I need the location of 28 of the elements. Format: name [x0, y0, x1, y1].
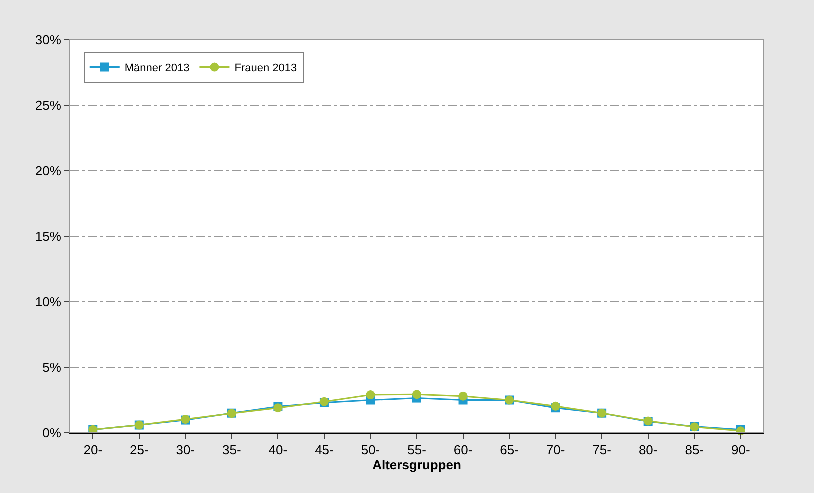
x-tick-label: 50- [361, 442, 380, 458]
x-tick-label: 30- [176, 442, 196, 458]
x-tick-label: 85- [685, 442, 704, 458]
point [366, 390, 376, 400]
x-tick-label: 40- [268, 442, 288, 458]
x-tick-label: 45- [315, 442, 334, 458]
x-tick-label: 80- [638, 442, 658, 458]
y-tick-label: 20% [35, 164, 62, 179]
y-tick-label: 10% [35, 294, 62, 310]
legend-label: Männer 2013 [124, 62, 190, 75]
x-tick-label: 25- [130, 442, 149, 458]
y-tick-label: 30% [35, 32, 62, 48]
y-tick-label: 15% [35, 229, 62, 244]
x-tick-label: 55- [408, 442, 426, 458]
y-tick-label: 25% [35, 98, 62, 114]
y-tick-label: 0% [42, 426, 62, 441]
x-tick-label: 75- [592, 442, 612, 458]
legend-label: Frauen 2013 [234, 62, 298, 75]
point [412, 390, 422, 400]
x-tick-label: 35- [222, 442, 242, 458]
x-tick-label: 65- [500, 442, 519, 458]
y-tick-label: 5% [42, 360, 62, 376]
x-tick-label: 20- [84, 442, 103, 458]
x-tick-label: 70- [546, 442, 566, 458]
x-tick-label: 60- [454, 442, 473, 458]
x-axis-title: Altersgruppen [372, 458, 462, 473]
x-tick-label: 90- [731, 442, 750, 458]
point [458, 392, 468, 401]
